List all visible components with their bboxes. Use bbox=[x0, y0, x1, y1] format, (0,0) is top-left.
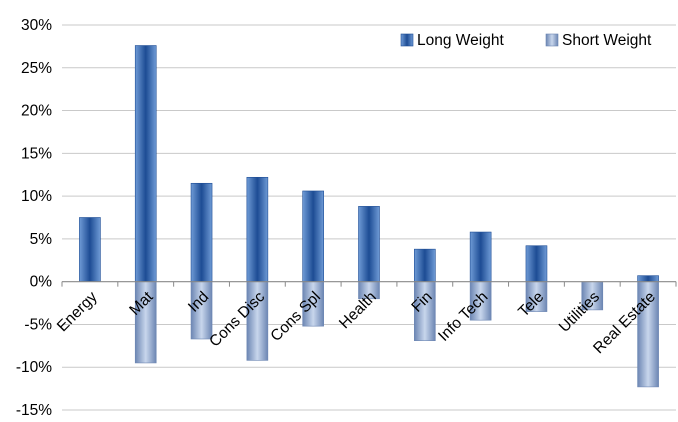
long-weight-bar bbox=[525, 245, 548, 282]
long-weight-bar bbox=[469, 231, 492, 282]
legend-swatch bbox=[545, 33, 559, 47]
legend-label: Long Weight bbox=[417, 32, 504, 49]
long-weight-bar bbox=[637, 275, 659, 282]
y-axis-tick-labels: -15% -10% -5% 0% 5% 10% 15% 20% 25% 30% bbox=[16, 17, 53, 419]
zero-axis bbox=[61, 281, 677, 287]
x-category-label: Energy bbox=[54, 288, 101, 335]
gridlines bbox=[62, 24, 676, 411]
y-tick-label: -5% bbox=[24, 316, 52, 333]
y-tick-label: 10% bbox=[21, 188, 52, 205]
legend-swatch bbox=[400, 33, 414, 47]
long-weight-bars bbox=[79, 45, 659, 282]
y-tick-label: 20% bbox=[21, 103, 52, 120]
long-weight-bar bbox=[358, 206, 380, 282]
long-weight-bar bbox=[134, 45, 157, 282]
short-weight-bars bbox=[134, 281, 659, 388]
long-weight-bar bbox=[302, 190, 324, 282]
long-weight-bar bbox=[79, 217, 101, 282]
x-category-label: Utilities bbox=[556, 288, 604, 336]
y-tick-label: -15% bbox=[16, 402, 52, 417]
legend: Long Weight Short Weight bbox=[400, 32, 652, 49]
y-tick-label: 25% bbox=[21, 60, 52, 77]
y-tick-label: 30% bbox=[21, 17, 52, 34]
x-category-label: Health bbox=[336, 288, 380, 332]
y-tick-label: 0% bbox=[30, 274, 53, 291]
y-tick-label: 15% bbox=[21, 145, 52, 162]
y-tick-label: 5% bbox=[30, 231, 53, 248]
long-weight-bar bbox=[246, 176, 269, 282]
long-weight-bar bbox=[414, 248, 436, 282]
legend-label: Short Weight bbox=[562, 32, 652, 49]
y-tick-label: -10% bbox=[16, 359, 52, 376]
long-weight-bar bbox=[190, 182, 213, 282]
